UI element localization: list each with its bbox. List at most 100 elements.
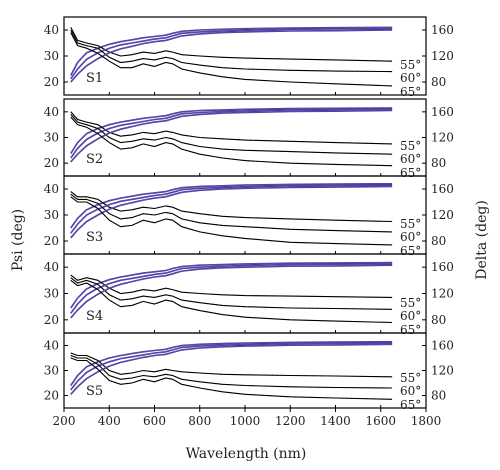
delta-fit-line	[70, 184, 393, 234]
panel-s1: 20 30 40 80 120 160 S1 55°60°65°	[44, 16, 454, 99]
panel-s5: 20 30 40 80 120 160 S5 55°60°65°	[44, 332, 454, 412]
x-axis: 200 400 600 800 1000 1200 1400 1600 1800	[53, 408, 442, 428]
psi-measured-line	[70, 277, 393, 310]
angle-label: 60°	[400, 309, 421, 323]
psi-tick-label: 30	[44, 364, 59, 378]
delta-tick-label: 120	[431, 131, 454, 145]
psi-fit-line	[70, 274, 393, 298]
delta-measured-line	[70, 108, 393, 159]
delta-fit-line	[70, 110, 393, 163]
y-axis-title-left: Psi (deg)	[10, 209, 26, 271]
x-tick-label: 200	[53, 414, 76, 428]
x-tick-label: 600	[143, 414, 166, 428]
psi-tick-label: 30	[44, 49, 59, 63]
psi-tick-label: 20	[44, 313, 59, 327]
psi-fit-line	[70, 29, 393, 73]
angle-label: 65°	[400, 244, 421, 258]
x-tick-label: 1600	[365, 414, 396, 428]
psi-measured-line	[70, 29, 393, 73]
psi-fit-line	[70, 114, 393, 155]
panel-label: S4	[86, 309, 103, 324]
psi-fit-line	[70, 191, 393, 223]
delta-fit-line	[70, 343, 393, 395]
psi-tick-label: 20	[44, 389, 59, 403]
delta-measured-line	[70, 343, 393, 395]
psi-tick-label: 20	[44, 234, 59, 248]
delta-tick-label: 160	[431, 23, 454, 37]
delta-tick-label: 160	[431, 260, 454, 274]
x-axis-title: Wavelength (nm)	[186, 446, 307, 462]
psi-tick-label: 40	[44, 260, 59, 274]
x-tick-label: 1400	[320, 414, 351, 428]
angle-label: 55°	[400, 58, 421, 72]
psi-measured-line	[70, 355, 393, 389]
psi-fit-line	[70, 111, 393, 145]
panels-group: 20304080120160S155°60°65°20304080120160S…	[44, 16, 454, 412]
psi-fit-line	[70, 352, 393, 378]
delta-fit-line	[70, 183, 393, 229]
angle-label: 65°	[400, 85, 421, 99]
psi-fit-line	[70, 116, 393, 167]
delta-tick-label: 80	[431, 313, 446, 327]
angle-label: 55°	[400, 139, 421, 153]
delta-tick-label: 80	[431, 234, 446, 248]
delta-measured-line	[70, 185, 393, 239]
psi-fit-line	[70, 354, 393, 389]
panel-s2: 20 30 40 80 120 160 S2 55°60°65°	[44, 98, 454, 180]
psi-tick-label: 30	[44, 208, 59, 222]
x-tick-label: 400	[98, 414, 121, 428]
delta-fit-line	[70, 29, 393, 83]
psi-fit-line	[70, 277, 393, 310]
x-tick-label: 1800	[411, 414, 442, 428]
angle-label: 65°	[400, 166, 421, 180]
psi-fit-line	[70, 279, 393, 324]
x-tick-label: 800	[188, 414, 211, 428]
psi-fit-line	[70, 193, 393, 233]
y-axis-title-right: Delta (deg)	[474, 200, 490, 280]
psi-tick-label: 40	[44, 339, 59, 353]
panel-label: S2	[86, 152, 103, 167]
angle-label: 55°	[400, 217, 421, 231]
psi-fit-line	[70, 196, 393, 246]
angle-label: 60°	[400, 384, 421, 398]
delta-tick-label: 160	[431, 339, 454, 353]
psi-fit-line	[70, 32, 393, 87]
delta-measured-line	[70, 264, 393, 319]
psi-tick-label: 30	[44, 287, 59, 301]
psi-tick-label: 20	[44, 156, 59, 170]
angle-label: 55°	[400, 371, 421, 385]
delta-fit-line	[70, 186, 393, 239]
panel-s4: 20 30 40 80 120 160 S4 55°60°65°	[44, 253, 454, 337]
delta-fit-line	[70, 262, 393, 309]
psi-tick-label: 20	[44, 75, 59, 89]
delta-tick-label: 160	[431, 182, 454, 196]
angle-label: 60°	[400, 230, 421, 244]
angle-label: 65°	[400, 323, 421, 337]
panel-label: S3	[86, 230, 103, 245]
delta-tick-label: 80	[431, 75, 446, 89]
delta-fit-line	[70, 27, 393, 76]
delta-tick-label: 160	[431, 105, 454, 119]
delta-fit-line	[70, 264, 393, 319]
delta-tick-label: 120	[431, 49, 454, 63]
angle-label: 60°	[400, 71, 421, 85]
delta-fit-line	[70, 28, 393, 80]
panel-s3: 20 30 40 80 120 160 S3 55°60°65°	[44, 175, 454, 258]
angle-label: 55°	[400, 296, 421, 310]
psi-fit-line	[70, 357, 393, 400]
delta-fit-line	[70, 263, 393, 314]
psi-tick-label: 40	[44, 182, 59, 196]
panel-label: S1	[86, 71, 103, 86]
x-tick-label: 1000	[230, 414, 261, 428]
delta-fit-line	[70, 107, 393, 154]
delta-fit-line	[70, 342, 393, 391]
psi-measured-line	[70, 274, 393, 298]
psi-tick-label: 30	[44, 131, 59, 145]
delta-measured-line	[70, 342, 393, 391]
delta-fit-line	[70, 108, 393, 159]
delta-tick-label: 80	[431, 389, 446, 403]
delta-tick-label: 120	[431, 208, 454, 222]
delta-tick-label: 80	[431, 156, 446, 170]
delta-tick-label: 120	[431, 287, 454, 301]
